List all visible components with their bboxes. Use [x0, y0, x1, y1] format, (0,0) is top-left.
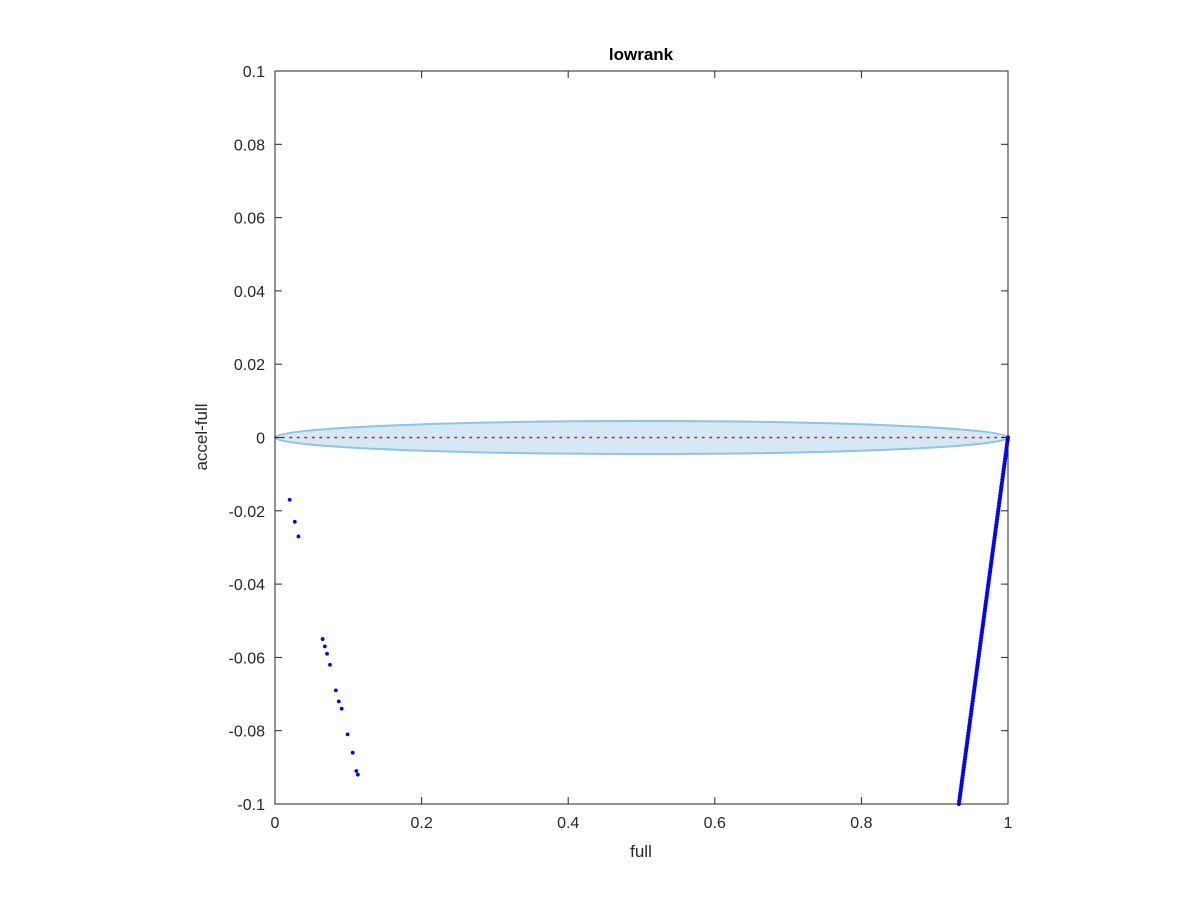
- y-tick-label: 0.02: [234, 357, 265, 374]
- y-tick-label: 0.1: [243, 64, 265, 81]
- x-tick-label: 0.4: [557, 815, 579, 832]
- x-axis-label: full: [630, 842, 652, 861]
- scatter-point: [292, 519, 297, 524]
- y-tick-label: -0.04: [229, 577, 266, 594]
- scatter-point: [325, 651, 329, 656]
- scatter-point: [355, 772, 360, 777]
- y-tick-label: -0.08: [229, 724, 266, 741]
- scatter-point: [350, 750, 355, 755]
- y-tick-label: 0.08: [234, 137, 265, 154]
- x-tick-label: 0.8: [850, 815, 872, 832]
- y-tick-label: 0.06: [234, 211, 265, 228]
- y-tick-label: -0.1: [237, 797, 265, 814]
- y-tick-label: 0: [256, 431, 265, 448]
- scatter-point: [333, 688, 338, 693]
- y-tick-label: 0.04: [234, 284, 265, 301]
- x-tick-label: 0: [271, 815, 280, 832]
- scatter-point: [336, 699, 341, 704]
- scatter-point: [339, 706, 344, 711]
- y-axis-label: accel-full: [192, 403, 211, 470]
- scatter-point: [322, 644, 327, 649]
- scatter-point: [287, 497, 292, 502]
- x-tick-label: 0.2: [410, 815, 432, 832]
- y-tick-label: -0.02: [229, 504, 266, 521]
- y-tick-label: -0.06: [229, 650, 266, 667]
- scatter-point: [328, 662, 332, 667]
- scatter-point: [320, 637, 325, 641]
- scatter-point: [345, 732, 350, 737]
- x-tick-label: 0.6: [704, 815, 726, 832]
- axis-ticks: 0 0.2 0.4 0.6 0.8 1 -0.1 -0.08 -0.06 -0.04 -0.02 0 0…: [229, 64, 1013, 832]
- scatter-point: [354, 769, 359, 773]
- scatter-point: [296, 534, 301, 539]
- x-tick-label: 1: [1004, 815, 1013, 832]
- chart-title: lowrank: [609, 45, 674, 64]
